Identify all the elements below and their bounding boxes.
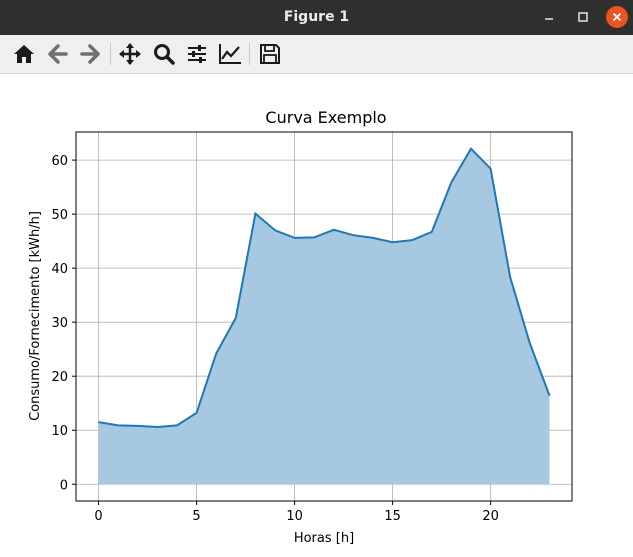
zoom-button[interactable] xyxy=(150,40,178,68)
y-tick-label: 40 xyxy=(51,262,68,277)
floppy-disk-icon xyxy=(260,44,280,64)
area-fill xyxy=(98,148,550,485)
close-button[interactable] xyxy=(606,6,628,28)
y-axis-label: Consumo/Fornecimento [kWh/h] xyxy=(28,211,43,421)
configure-subplots-button[interactable] xyxy=(183,40,211,68)
x-tick-label: 15 xyxy=(384,509,401,524)
y-tick-label: 0 xyxy=(60,478,68,493)
window-title: Figure 1 xyxy=(283,9,350,25)
y-tick-label: 30 xyxy=(51,316,68,331)
edit-axis-button[interactable] xyxy=(216,40,244,68)
line-chart-icon xyxy=(219,44,241,64)
navigation-toolbar xyxy=(0,35,633,74)
axes-frame xyxy=(75,131,573,502)
toolbar-separator xyxy=(249,43,250,65)
x-axis-label: Horas [h] xyxy=(294,531,354,546)
home-button[interactable] xyxy=(10,40,38,68)
chart-title: Curva Exemplo xyxy=(265,108,386,127)
x-tick-label: 5 xyxy=(192,509,200,524)
plot-area: Curva Exemplo 0 5 10 15 20 0 10 20 30 40 50 60 Hora… xyxy=(0,74,633,557)
magnifier-icon xyxy=(154,44,175,65)
sliders-icon xyxy=(188,45,206,63)
arrow-left-icon xyxy=(48,44,68,64)
area-chart[interactable]: Curva Exemplo 0 5 10 15 20 0 10 20 30 40 50 60 Hora… xyxy=(0,74,633,553)
pan-button[interactable] xyxy=(116,40,144,68)
forward-button[interactable] xyxy=(76,40,104,68)
y-tick-label: 50 xyxy=(51,208,68,223)
minimize-icon xyxy=(545,18,553,20)
arrow-right-icon xyxy=(80,44,100,64)
title-bar[interactable]: Figure 1 xyxy=(0,0,633,35)
y-tick-label: 20 xyxy=(51,370,68,385)
toolbar-separator xyxy=(110,43,111,65)
x-tick-label: 10 xyxy=(286,509,303,524)
back-button[interactable] xyxy=(44,40,72,68)
maximize-icon xyxy=(578,12,588,22)
series-line xyxy=(98,147,551,429)
save-button[interactable] xyxy=(256,40,284,68)
ticks: 0 5 10 15 20 0 10 20 30 40 50 60 xyxy=(51,154,498,524)
x-tick-label: 20 xyxy=(482,509,499,524)
maximize-button[interactable] xyxy=(571,5,595,29)
minimize-button[interactable] xyxy=(537,5,561,29)
close-icon xyxy=(612,12,622,22)
x-tick-label: 0 xyxy=(94,509,102,524)
home-icon xyxy=(14,45,34,63)
y-tick-label: 60 xyxy=(51,154,68,169)
move-icon xyxy=(119,43,141,65)
y-tick-label: 10 xyxy=(51,424,68,439)
